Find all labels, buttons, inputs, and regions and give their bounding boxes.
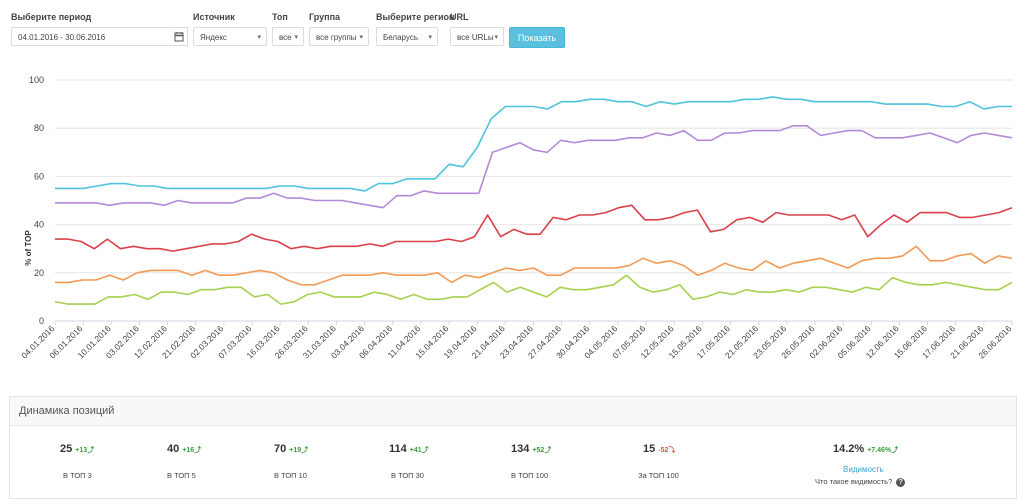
- show-button[interactable]: Показать: [509, 27, 565, 48]
- metric-top3: 25 +13⤴: [60, 443, 94, 455]
- period-input[interactable]: 04.01.2016 - 30.06.2016: [11, 27, 171, 46]
- metric-value: 15: [643, 443, 656, 455]
- source-select[interactable]: Яндекс ▾: [193, 27, 267, 46]
- arrow-down-icon: ⤵: [668, 447, 676, 454]
- url-label: URL: [450, 12, 469, 22]
- series-line-2: [55, 125, 1013, 209]
- metric-value: 134: [511, 443, 530, 455]
- chevron-down-icon: ▾: [294, 34, 298, 41]
- chart-grid: [55, 79, 1012, 322]
- metric-delta: -52⤵: [658, 447, 676, 454]
- metric-label: В ТОП 30: [391, 471, 424, 480]
- calendar-button[interactable]: [170, 27, 188, 46]
- arrow-up-icon: ⤴: [194, 447, 202, 454]
- positions-panel: Динамика позиций 25 +13⤴ В ТОП 3 40 +16⤴ В…: [9, 396, 1017, 499]
- metric-value: 70: [274, 443, 287, 455]
- y-tick-label: 100: [29, 75, 44, 85]
- metric-value: 25: [60, 443, 73, 455]
- metric-delta: +7.46%⤴: [867, 447, 899, 454]
- url-select[interactable]: все URLы ▾: [450, 27, 504, 46]
- region-label: Выберите регион: [376, 12, 455, 22]
- metric-value: 114: [389, 443, 407, 455]
- metric-beyond-top100: 15 -52⤵: [643, 443, 675, 455]
- metric-label: За ТОП 100: [638, 471, 679, 480]
- y-tick-label: 0: [39, 316, 44, 326]
- x-axis-ticks: 04.01.201606.01.201610.01.201603.02.2016…: [19, 321, 1014, 360]
- metric-top5: 40 +16⤴: [167, 443, 201, 455]
- y-tick-label: 20: [34, 268, 44, 278]
- y-axis-ticks: 0 20 40 60 80 100: [29, 75, 44, 326]
- group-select[interactable]: все группы ▾: [309, 27, 369, 46]
- top-select[interactable]: все ▾: [272, 27, 304, 46]
- question-circle-icon: ?: [896, 478, 906, 487]
- group-label: Группа: [309, 12, 341, 22]
- top-value: все: [279, 33, 292, 42]
- metric-label: В ТОП 10: [274, 471, 307, 480]
- arrow-up-icon: ⤴: [891, 447, 899, 454]
- top-label: Топ: [272, 12, 288, 22]
- metric-visibility: 14.2% +7.46%⤴: [833, 443, 898, 455]
- arrow-up-icon: ⤴: [87, 447, 95, 454]
- chart-series: [54, 96, 1013, 305]
- series-line-5: [54, 274, 1013, 305]
- period-label: Выберите период: [11, 12, 92, 22]
- metric-value: 40: [167, 443, 180, 455]
- source-label: Источник: [193, 12, 235, 22]
- arrow-up-icon: ⤴: [421, 447, 429, 454]
- metric-label: В ТОП 5: [167, 471, 196, 480]
- metric-delta: +19⤴: [289, 447, 309, 454]
- y-tick-label: 80: [34, 123, 44, 133]
- chevron-down-icon: ▾: [359, 34, 363, 41]
- visibility-link[interactable]: Видимость: [843, 465, 884, 474]
- chevron-down-icon: ▾: [257, 34, 261, 41]
- calendar-icon: [174, 32, 184, 42]
- y-axis-label: % of TOP: [24, 230, 33, 266]
- group-value: все группы: [316, 33, 357, 42]
- region-select[interactable]: Беларусь ▾: [376, 27, 438, 46]
- y-tick-label: 60: [34, 171, 44, 181]
- metric-top30: 114 +41⤴: [389, 443, 429, 455]
- metric-delta: +16⤴: [182, 447, 202, 454]
- region-value: Беларусь: [383, 33, 418, 42]
- filter-bar: Выберите период 04.01.2016 - 30.06.2016 …: [0, 0, 1024, 60]
- metric-label: В ТОП 3: [63, 471, 92, 480]
- metric-value: 14.2%: [833, 443, 865, 455]
- metric-top100: 134 +52⤴: [511, 443, 551, 455]
- arrow-up-icon: ⤴: [544, 447, 552, 454]
- metric-delta: +41⤴: [409, 447, 429, 454]
- chevron-down-icon: ▾: [428, 34, 432, 41]
- series-line-3: [55, 204, 1013, 252]
- top-percentage-chart: 0 20 40 60 80 100 % of TOP 04.01.201606.01.20…: [19, 75, 1014, 360]
- metric-top10: 70 +19⤴: [274, 443, 308, 455]
- series-line-1: [55, 96, 1012, 192]
- source-value: Яндекс: [200, 33, 227, 42]
- metric-delta: +52⤴: [532, 447, 552, 454]
- url-value: все URLы: [457, 33, 494, 42]
- y-tick-label: 40: [34, 220, 44, 230]
- visibility-help[interactable]: Что такое видимость??: [815, 477, 906, 487]
- series-line-4: [55, 245, 1013, 286]
- positions-title: Динамика позиций: [10, 397, 1016, 426]
- chevron-down-icon: ▾: [494, 34, 498, 41]
- metric-label: В ТОП 100: [511, 471, 549, 480]
- arrow-up-icon: ⤴: [301, 447, 309, 454]
- metric-delta: +13⤴: [75, 447, 95, 454]
